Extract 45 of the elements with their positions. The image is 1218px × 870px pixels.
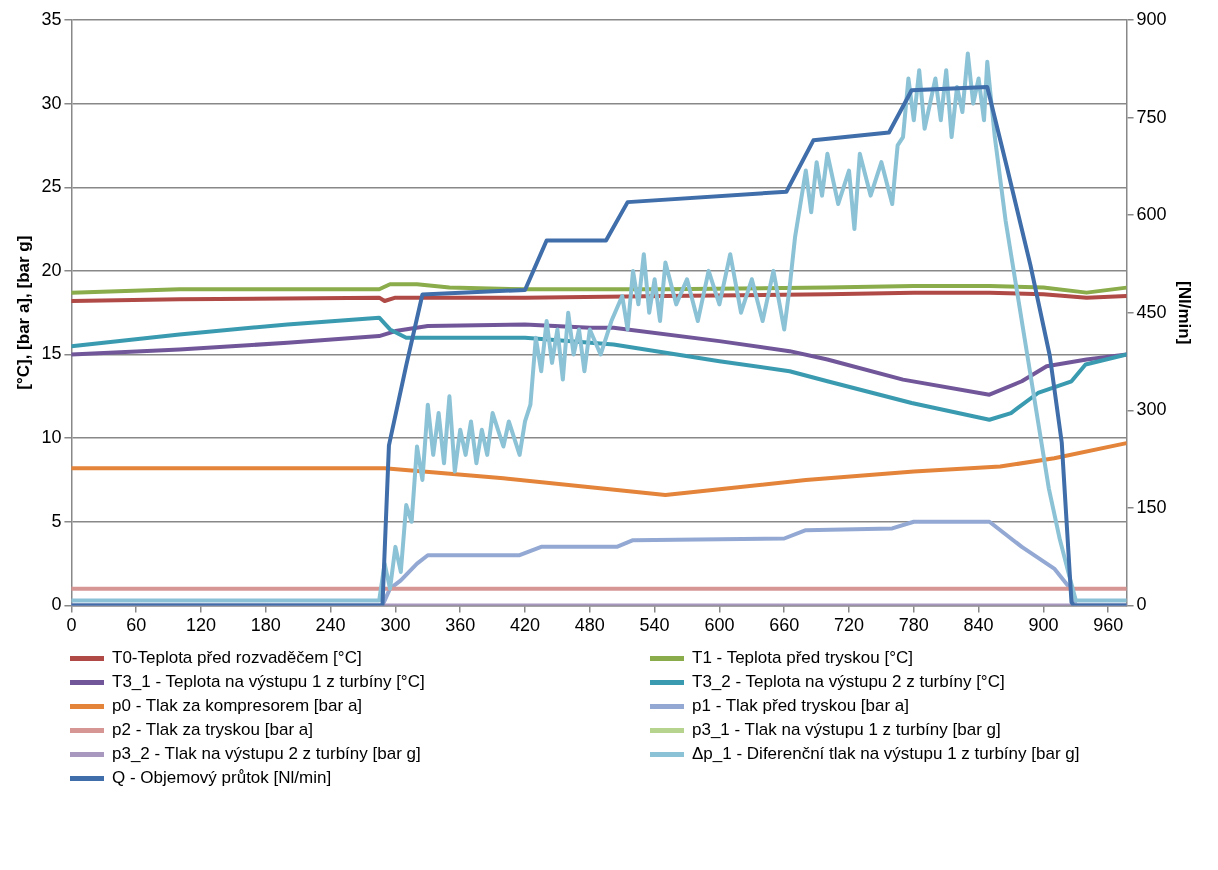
legend-label: T3_1 - Teplota na výstupu 1 z turbíny [°C]: [112, 672, 425, 692]
legend-label: p1 - Tlak před tryskou [bar a]: [692, 696, 910, 716]
y-tick-label: 10: [41, 427, 62, 448]
y2-tick-label: 150: [1136, 496, 1167, 517]
y2-axis-title: [Nl/min]: [1175, 281, 1195, 345]
x-tick-label: 780: [898, 615, 929, 636]
y2-tick-label: 0: [1136, 594, 1147, 615]
y-tick-label: 35: [41, 8, 62, 29]
y-axis-title: [°C], [bar a], [bar g]: [13, 235, 33, 390]
x-tick-label: 540: [639, 615, 670, 636]
x-tick-label: 960: [1093, 615, 1124, 636]
y2-tick-label: 750: [1136, 106, 1167, 127]
x-tick-label: 600: [704, 615, 735, 636]
legend-label: T0-Teplota před rozvaděčem [°C]: [112, 648, 362, 668]
legend-label: p2 - Tlak za tryskou [bar a]: [112, 720, 313, 740]
y2-tick-label: 450: [1136, 301, 1167, 322]
x-tick-label: 180: [250, 615, 281, 636]
y-tick-label: 25: [41, 176, 62, 197]
x-tick-label: 480: [574, 615, 605, 636]
legend-label: p3_1 - Tlak na výstupu 1 z turbíny [bar g]: [692, 720, 1001, 740]
y-tick-label: 30: [41, 92, 62, 113]
x-tick-label: 840: [963, 615, 994, 636]
x-tick-label: 420: [509, 615, 541, 636]
legend-label: p0 - Tlak za kompresorem [bar a]: [112, 696, 363, 716]
x-tick-label: 60: [126, 615, 147, 636]
y2-tick-label: 600: [1136, 204, 1167, 225]
legend-label: T3_2 - Teplota na výstupu 2 z turbíny [°C]: [692, 672, 1005, 692]
legend-label: Δp_1 - Diferenční tlak na výstupu 1 z turbíny [bar g]: [692, 744, 1080, 764]
y-tick-label: 0: [51, 594, 62, 615]
x-tick-label: 720: [833, 615, 865, 636]
y-tick-label: 5: [51, 510, 62, 531]
legend-label: Q - Objemový průtok [Nl/min]: [112, 768, 332, 788]
x-tick-label: 900: [1028, 615, 1059, 636]
x-tick-label: 0: [66, 615, 77, 636]
x-tick-label: 660: [769, 615, 800, 636]
y-tick-label: 15: [41, 343, 62, 364]
legend-label: T1 - Teplota před tryskou [°C]: [692, 648, 913, 668]
y2-tick-label: 900: [1136, 8, 1167, 29]
x-tick-label: 360: [445, 615, 476, 636]
y-tick-label: 20: [41, 259, 62, 280]
y2-tick-label: 300: [1136, 399, 1167, 420]
legend-label: p3_2 - Tlak na výstupu 2 z turbíny [bar g]: [112, 744, 421, 764]
x-tick-label: 300: [380, 615, 411, 636]
x-tick-label: 120: [186, 615, 217, 636]
x-tick-label: 240: [315, 615, 346, 636]
